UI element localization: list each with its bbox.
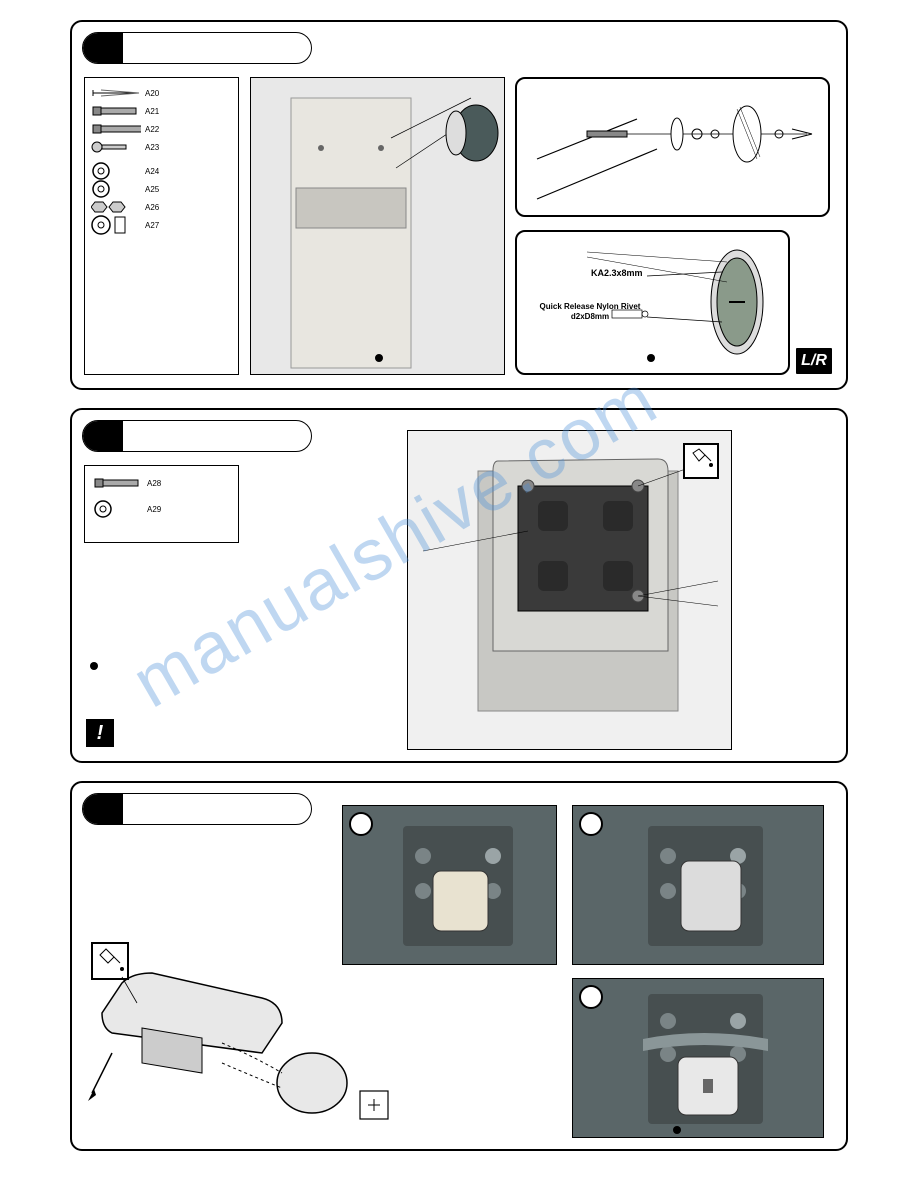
- step-9-tab: [82, 420, 312, 452]
- step-9-panel: A28 A29 !: [70, 408, 848, 763]
- screw-icon: [91, 86, 141, 100]
- part-row: A22: [87, 120, 236, 138]
- step-8-photo: [250, 77, 505, 375]
- part-label: A25: [145, 185, 232, 194]
- part-label: A29: [147, 505, 230, 514]
- step-9-note: [90, 660, 350, 672]
- part-label: A28: [147, 479, 230, 488]
- step-8-parts-box: A20 A21 A22 A23 A24 A25 A26 A27: [84, 77, 239, 375]
- part-label: A23: [145, 143, 232, 152]
- part-label: A24: [145, 167, 232, 176]
- step-tab-cap: [83, 421, 123, 451]
- part-row: A25: [87, 180, 236, 198]
- step-9-parts-box: A28 A29: [84, 465, 239, 543]
- glue-icon: [683, 443, 719, 479]
- bullet-icon: [673, 1126, 681, 1134]
- bolt-long-icon: [91, 122, 141, 136]
- callout-ka: KA2.3x8mm: [591, 268, 643, 280]
- part-label: A22: [145, 125, 232, 134]
- step-8-exploded-box: [515, 77, 830, 217]
- nut-icon: [91, 200, 141, 214]
- step-9-photo: [407, 430, 732, 750]
- step-10-tab: [82, 793, 312, 825]
- part-label: A27: [145, 221, 232, 230]
- step-marker-icon: [579, 985, 603, 1009]
- step-8-tab: [82, 32, 312, 64]
- step-10-panel: [70, 781, 848, 1151]
- part-row: A27: [87, 216, 236, 234]
- step-tab-cap: [83, 794, 123, 824]
- part-row: A21: [87, 102, 236, 120]
- part-label: A26: [145, 203, 232, 212]
- part-row: A20: [87, 84, 236, 102]
- part-label: A20: [145, 89, 232, 98]
- washer-icon: [93, 502, 143, 516]
- lr-badge: L/R: [796, 348, 832, 374]
- washer-icon: [91, 164, 141, 178]
- pin-icon: [91, 140, 141, 154]
- bolt-icon: [91, 104, 141, 118]
- detail-panel-3: [572, 978, 824, 1138]
- bolt-icon: [93, 476, 143, 490]
- step-marker-icon: [579, 812, 603, 836]
- step-tab-cap: [83, 33, 123, 63]
- step-8-callout-box: KA2.3x8mm Quick Release Nylon Rivet d2xD…: [515, 230, 790, 375]
- bullet-icon: [90, 662, 98, 670]
- part-row: A24: [87, 162, 236, 180]
- bullet-icon: [647, 354, 655, 362]
- part-label: A21: [145, 107, 232, 116]
- step-marker-icon: [349, 812, 373, 836]
- callout-rivet: Quick Release Nylon Rivet d2xD8mm: [535, 302, 645, 323]
- part-row: A28: [89, 474, 234, 492]
- part-row: A23: [87, 138, 236, 156]
- washer-clip-icon: [91, 218, 141, 232]
- detail-panel-2: [572, 805, 824, 965]
- detail-panel-1: [342, 805, 557, 965]
- part-row: A29: [89, 500, 234, 518]
- washer-icon: [91, 182, 141, 196]
- warning-badge: !: [86, 719, 114, 747]
- step-8-panel: A20 A21 A22 A23 A24 A25 A26 A27: [70, 20, 848, 390]
